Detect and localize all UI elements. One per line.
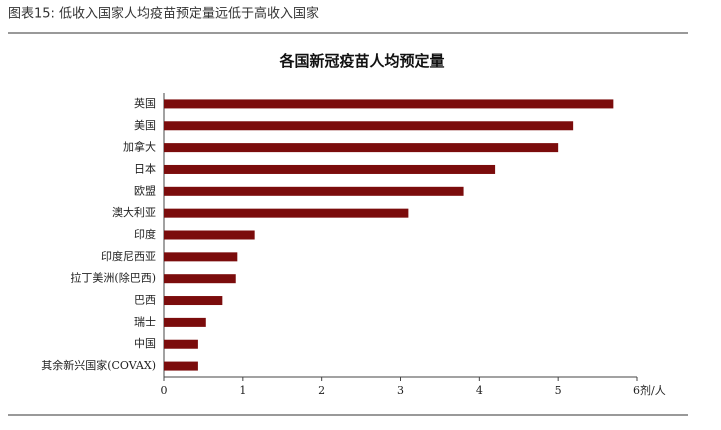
y-tick-label: 英国 bbox=[134, 96, 156, 110]
bar bbox=[164, 296, 223, 306]
y-tick-label: 日本 bbox=[134, 161, 156, 175]
x-tick-label: 0 bbox=[161, 384, 168, 397]
x-tick-label: 1 bbox=[239, 384, 246, 397]
x-tick-label: 4 bbox=[476, 384, 483, 397]
bar bbox=[164, 339, 198, 349]
bar bbox=[164, 252, 238, 262]
bar bbox=[164, 164, 496, 174]
y-tick-label: 巴西 bbox=[134, 294, 156, 307]
y-tick-label: 加拿大 bbox=[123, 140, 156, 154]
bar bbox=[164, 208, 409, 218]
x-tick-label: 3 bbox=[397, 384, 404, 397]
bar bbox=[164, 143, 559, 153]
bar bbox=[164, 99, 614, 109]
y-tick-label: 印度 bbox=[134, 227, 156, 241]
x-tick-label: 5 bbox=[555, 384, 562, 397]
bar bbox=[164, 230, 255, 240]
x-tick-label: 6剂/人 bbox=[633, 383, 666, 397]
y-tick-label: 拉丁美洲(除巴西) bbox=[70, 271, 156, 285]
y-tick-label: 美国 bbox=[134, 119, 156, 132]
chart-title: 各国新冠疫苗人均预定量 bbox=[278, 52, 444, 70]
y-tick-label: 印度尼西亚 bbox=[101, 249, 156, 263]
bar bbox=[164, 186, 464, 196]
y-tick-label: 其余新兴国家(COVAX) bbox=[41, 358, 156, 372]
y-tick-label: 中国 bbox=[134, 337, 156, 350]
x-tick-label: 2 bbox=[318, 384, 325, 397]
y-tick-label: 瑞士 bbox=[134, 314, 156, 328]
bar bbox=[164, 121, 574, 131]
header: 图表15: 低收入国家人均疫苗预定量远低于高收入国家 bbox=[8, 6, 319, 22]
bar bbox=[164, 317, 206, 327]
y-tick-label: 欧盟 bbox=[134, 184, 156, 197]
bar bbox=[164, 274, 236, 284]
bar bbox=[164, 361, 198, 371]
y-tick-label: 澳大利亚 bbox=[112, 205, 156, 219]
